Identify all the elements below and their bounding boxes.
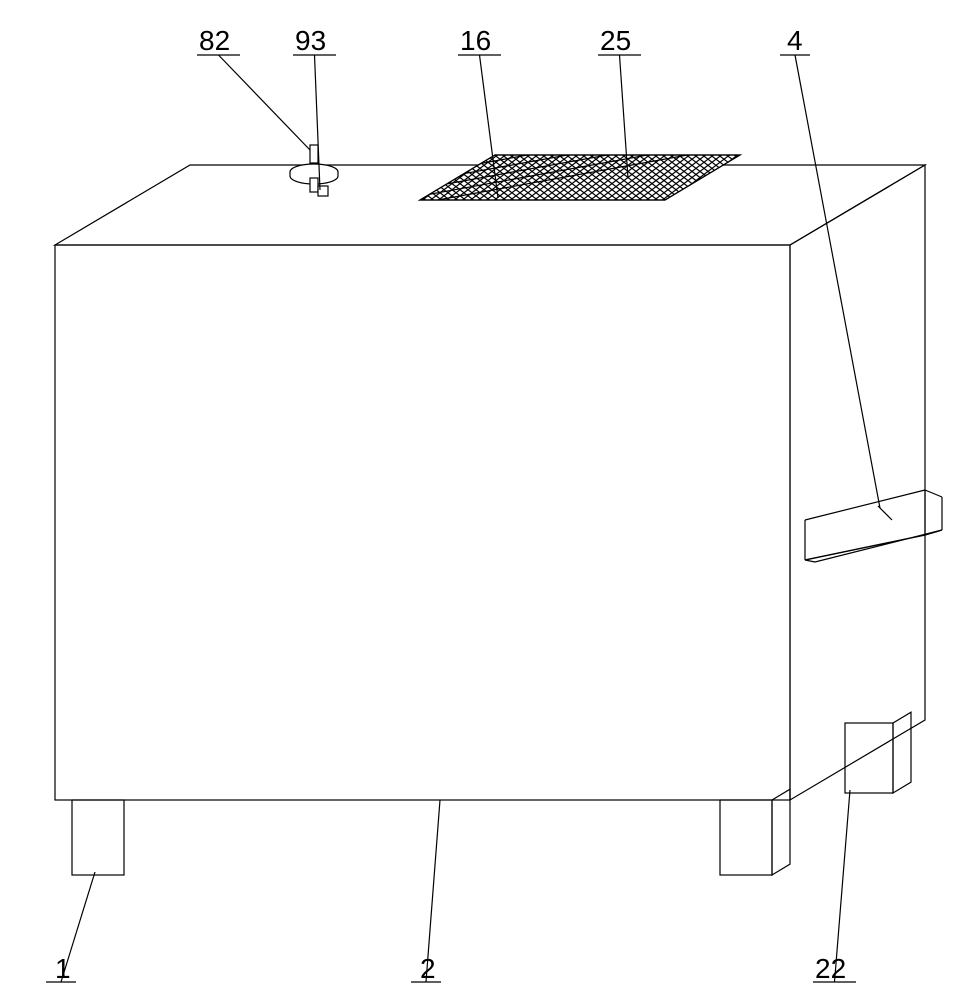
callout-label: 16 [460, 25, 491, 56]
labels: 8293162541222 [46, 25, 880, 984]
legs [72, 712, 911, 875]
callout-label: 2 [420, 953, 436, 984]
callout-label: 22 [815, 953, 846, 984]
callout-label: 4 [787, 25, 803, 56]
callout-label: 1 [55, 953, 71, 984]
diagram-canvas: 8293162541222 [0, 0, 965, 1000]
callout-label: 25 [600, 25, 631, 56]
cabinet-box [55, 165, 925, 800]
callout-label: 82 [199, 25, 230, 56]
callout-label: 93 [295, 25, 326, 56]
knob-assembly [290, 145, 338, 196]
side-chute [805, 490, 942, 562]
